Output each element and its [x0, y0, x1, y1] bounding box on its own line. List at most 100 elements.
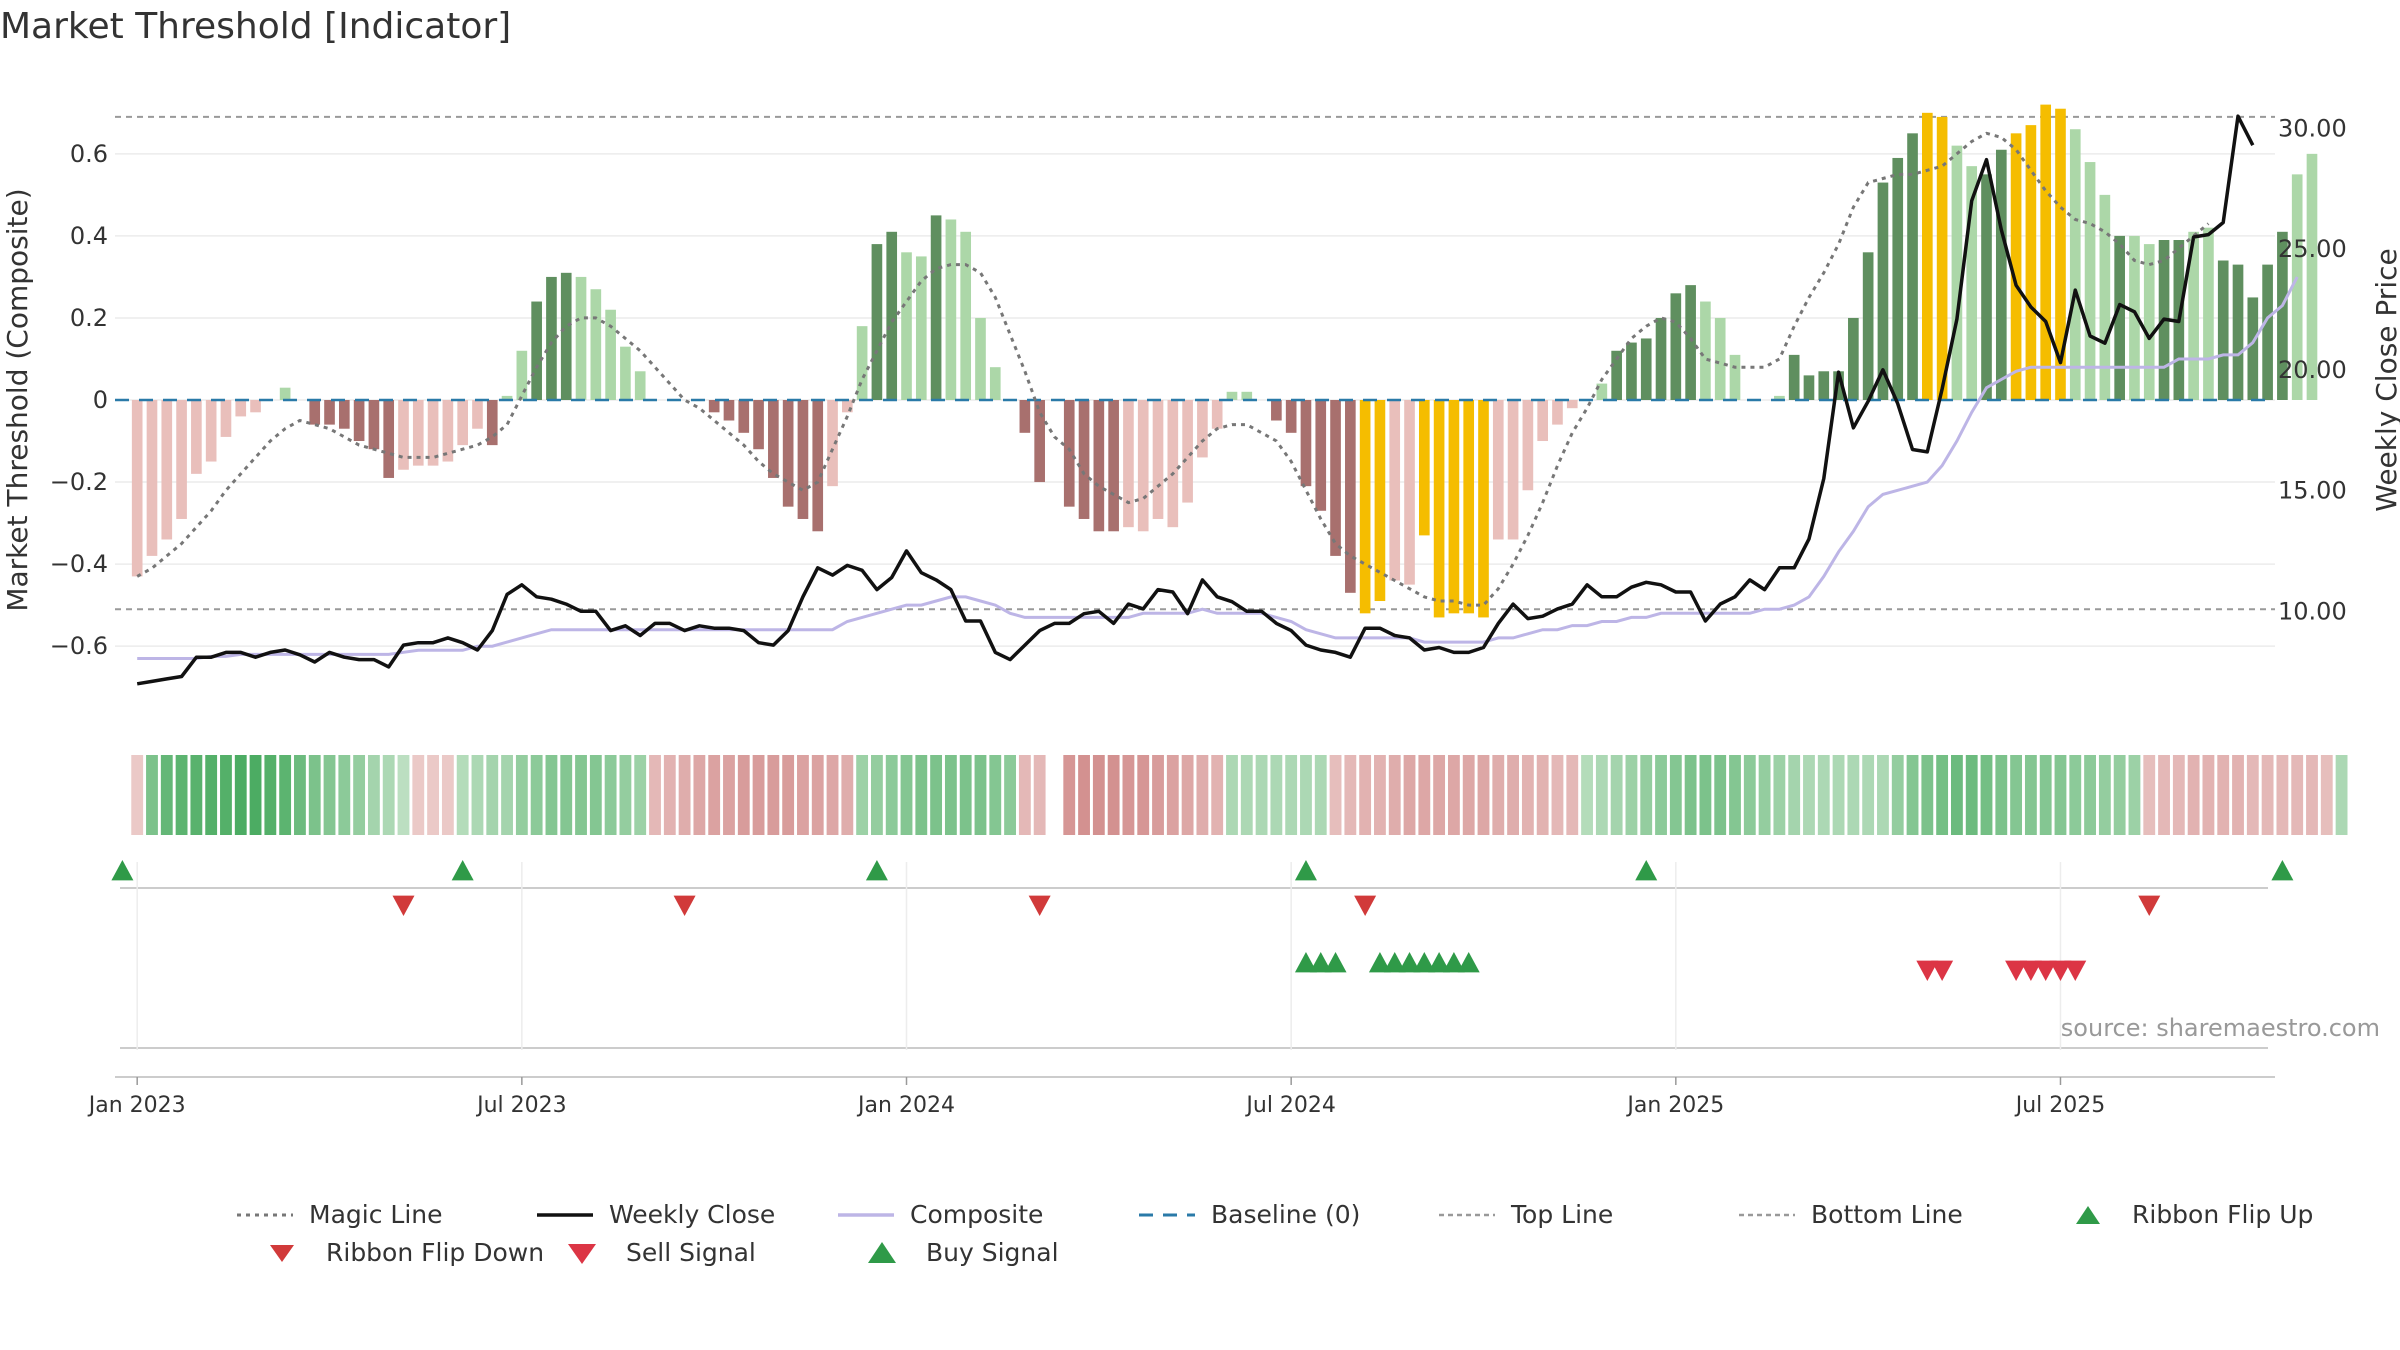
ribbon-cell	[1729, 755, 1741, 835]
composite-bar	[472, 400, 483, 429]
ribbon-cell	[634, 755, 647, 835]
composite-bar	[1774, 395, 1785, 400]
legend-label: Baseline (0)	[1211, 1200, 1361, 1229]
legend-label: Ribbon Flip Up	[2132, 1200, 2314, 1229]
ribbon-cell	[1152, 755, 1164, 835]
composite-bar	[1152, 400, 1164, 519]
ribbon-cell	[1403, 755, 1416, 835]
composite-bar	[427, 400, 439, 466]
composite-bar	[590, 289, 602, 400]
ribbon-cell	[693, 755, 706, 835]
composite-bar	[2291, 174, 2303, 400]
y-tick-label: −0.4	[50, 550, 108, 578]
composite-bar	[1137, 400, 1149, 532]
ribbon-cell	[1137, 755, 1150, 835]
ribbon-cell	[486, 755, 499, 835]
line-series	[115, 114, 2299, 686]
ribbon-flip-up-marker	[111, 860, 134, 881]
ribbon-cell	[205, 755, 218, 835]
y2-tick-label: 25.00	[2278, 235, 2347, 263]
composite-bar	[2099, 194, 2111, 400]
ribbon-cell	[1359, 755, 1372, 835]
ribbon-cell	[249, 755, 262, 835]
ribbon-cell	[1906, 755, 1919, 835]
ribbon-cell	[1418, 755, 1431, 835]
composite-bar	[353, 400, 365, 442]
composite-bar	[1167, 400, 1179, 528]
legend: Magic Line Weekly Close Composite Baseline …	[0, 1200, 2400, 1290]
composite-bar	[1123, 400, 1134, 528]
ribbon-cell	[678, 755, 691, 835]
ribbon-cell	[397, 755, 410, 835]
ribbon-cell	[382, 755, 395, 835]
threshold-lines	[115, 115, 2275, 611]
composite-bar	[768, 400, 779, 478]
composite-bar	[1389, 400, 1401, 581]
ribbon-cell	[1492, 755, 1505, 835]
buy-signal-marker	[1324, 952, 1347, 973]
legend-label: Sell Signal	[626, 1238, 756, 1267]
ribbon-cell	[1758, 755, 1771, 835]
legend-swatch	[1139, 1213, 1195, 1216]
ribbon-cell	[279, 755, 292, 835]
composite-bar	[1729, 354, 1741, 400]
ribbon-flip-up-marker	[451, 860, 474, 881]
composite-bar	[383, 400, 395, 478]
ribbon-cell	[959, 755, 972, 835]
ribbon-cell	[2320, 755, 2333, 835]
composite-bar	[1433, 400, 1445, 618]
ribbon-cell	[308, 755, 321, 835]
ribbon-flip-down-marker	[1028, 895, 1051, 916]
composite-bar	[1285, 400, 1297, 433]
y-axis-label: Market Threshold (Composite)	[1, 188, 34, 611]
composite-bar	[1404, 400, 1415, 585]
legend-swatch	[2076, 1205, 2100, 1224]
y2-tick-label: 20.00	[2278, 356, 2347, 384]
ribbon-cell	[826, 755, 839, 835]
composite-bar	[176, 400, 187, 519]
composite-bar	[753, 400, 764, 450]
ribbon-cell	[1447, 755, 1460, 835]
ribbon-cell	[1211, 755, 1224, 835]
composite-bar	[1418, 400, 1430, 536]
composite-bar	[1936, 116, 1948, 400]
ribbon-cell	[2054, 755, 2067, 835]
composite-bar	[2247, 297, 2259, 400]
composite-bar	[1093, 400, 1105, 532]
ribbon-cell	[1980, 755, 1993, 835]
ribbon-cell	[545, 755, 558, 835]
composite-bar	[1108, 400, 1119, 532]
sell-signal-marker	[2064, 960, 2087, 981]
ribbon-cell	[1610, 755, 1623, 835]
composite-bar	[1537, 400, 1548, 442]
weekly-close-line	[136, 114, 2255, 686]
composite-bar	[1063, 400, 1075, 507]
legend-swatch	[838, 1212, 894, 1217]
ribbon-cell	[619, 755, 632, 835]
composite-line	[137, 276, 2299, 660]
ribbon-cell	[1507, 755, 1519, 835]
composite-bar	[220, 400, 232, 437]
ribbon-cell	[1063, 755, 1076, 835]
composite-bar	[546, 276, 557, 400]
legend-label: Buy Signal	[926, 1238, 1059, 1267]
ribbon-cell	[1921, 755, 1934, 835]
composite-bar	[1685, 285, 1696, 400]
composite-bar	[1640, 338, 1652, 400]
legend-item-magic: Magic Line	[235, 1200, 443, 1229]
composite-bar	[205, 400, 217, 462]
x-tick-label: Jul 2024	[1244, 1093, 1336, 1118]
buy-signal-marker	[1398, 952, 1421, 973]
ribbon-cell	[1285, 755, 1298, 835]
ribbon-cell	[1226, 755, 1238, 835]
ribbon-cell	[1743, 755, 1756, 835]
ribbon-cell	[2113, 755, 2126, 835]
ribbon-cell	[841, 755, 854, 835]
ribbon-cell	[2084, 755, 2096, 835]
ribbon-cell	[2010, 755, 2023, 835]
buy-signal-marker	[1442, 952, 1465, 973]
ribbon-cell	[1433, 755, 1446, 835]
ribbon-cell	[367, 755, 380, 835]
composite-bar	[1951, 145, 1963, 400]
legend-item-flipup: Ribbon Flip Up	[2058, 1200, 2313, 1229]
